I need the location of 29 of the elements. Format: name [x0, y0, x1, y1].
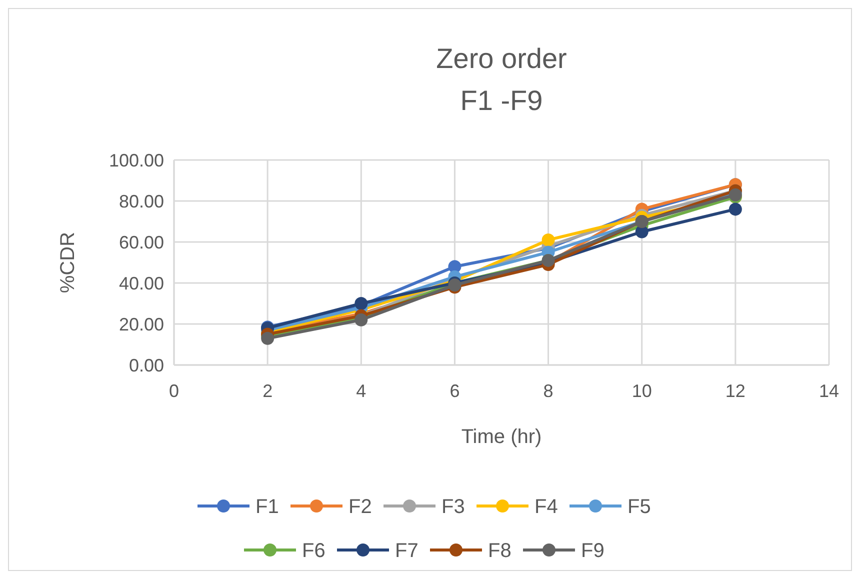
- x-tick-label: 4: [356, 381, 366, 401]
- legend-label: F7: [395, 540, 418, 562]
- y-tick-label: 40.00: [118, 273, 164, 294]
- legend-label: F3: [442, 496, 465, 518]
- x-tick-label: 14: [818, 381, 840, 401]
- y-axis-title: %CDR: [57, 232, 79, 294]
- legend-label: F6: [302, 540, 326, 562]
- chart-title: Zero order F1 -F9: [436, 43, 567, 116]
- legend-label: F4: [534, 496, 558, 518]
- point: [542, 233, 555, 246]
- y-tick-label: 20.00: [118, 314, 164, 334]
- x-tick-label: 2: [262, 381, 273, 401]
- x-tick-label: 6: [450, 381, 460, 401]
- legend-label: F1: [256, 496, 279, 518]
- y-tick-label: 100.00: [108, 150, 164, 170]
- legend-label: F2: [348, 496, 372, 518]
- legend-label: F8: [488, 540, 512, 562]
- x-tick-label: 0: [168, 381, 180, 401]
- legend-label: F5: [628, 496, 651, 518]
- legend-label: F9: [581, 540, 604, 562]
- point: [728, 202, 742, 216]
- x-axis-title: Time (hr): [461, 426, 542, 448]
- x-tick-label: 8: [543, 381, 554, 401]
- point: [354, 297, 368, 310]
- x-tick-label: 12: [725, 381, 746, 401]
- y-tick-label: 80.00: [118, 191, 164, 212]
- x-tick-label: 10: [632, 381, 652, 401]
- y-tick-label: 60.00: [118, 232, 164, 252]
- y-tick-label: 0.00: [128, 355, 164, 376]
